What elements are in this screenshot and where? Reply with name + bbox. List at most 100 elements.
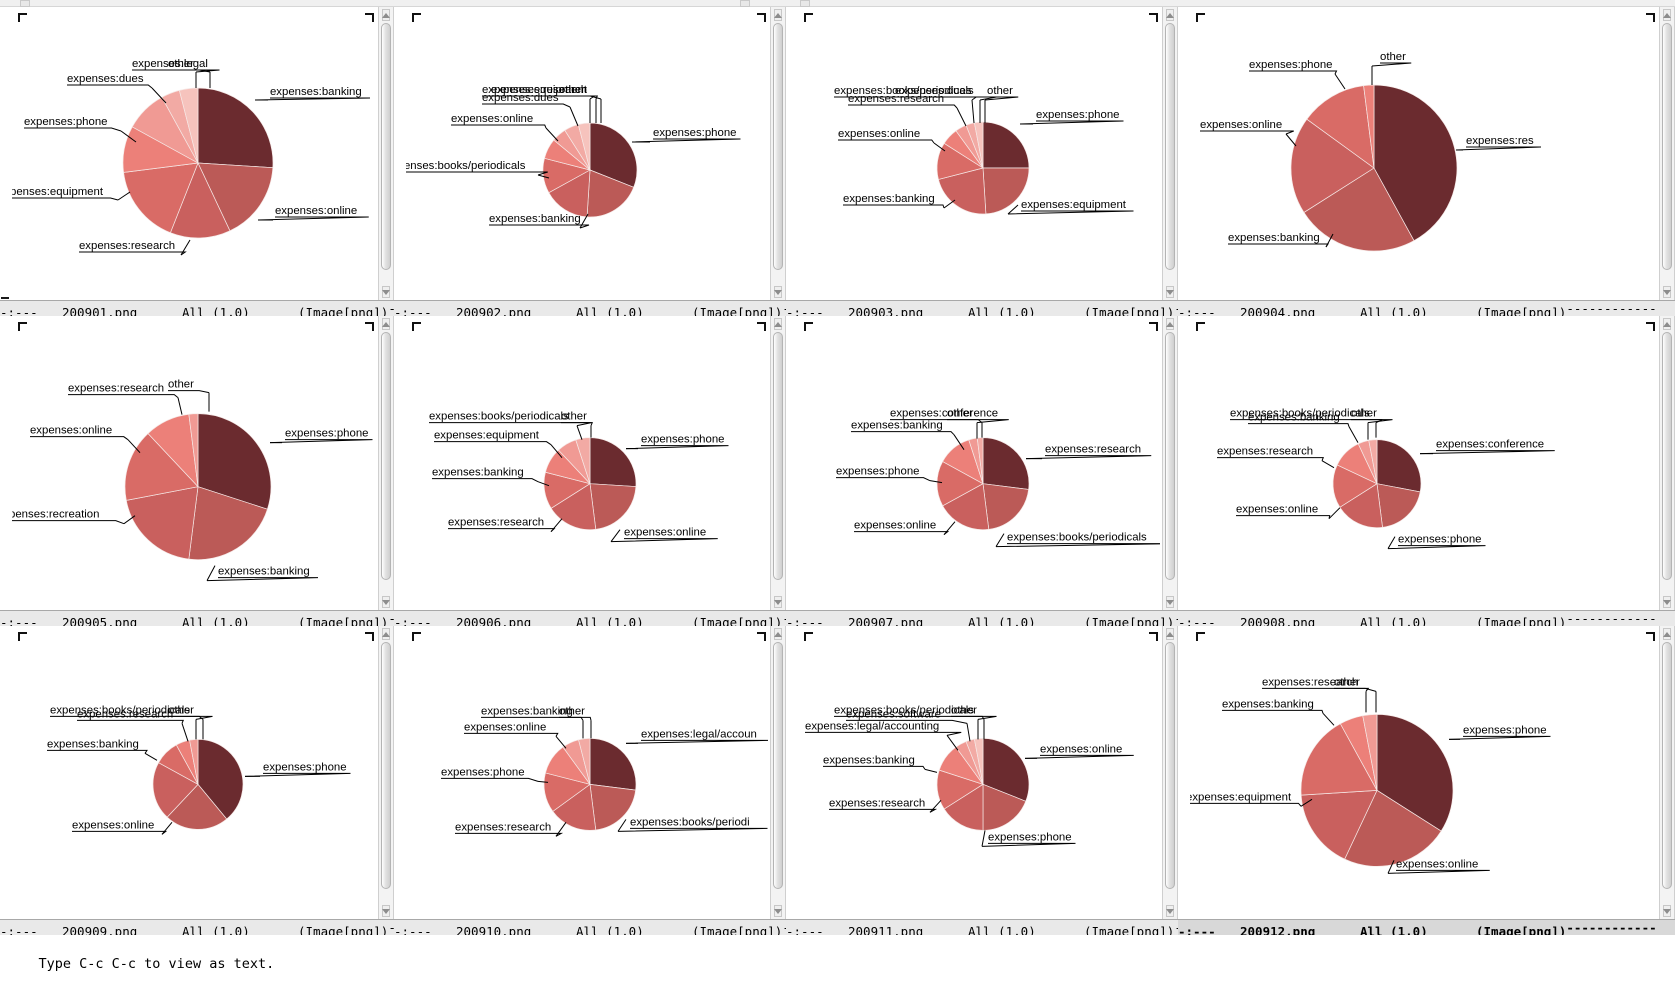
scroll-down-arrow-icon[interactable] (1663, 286, 1671, 299)
modeline-200910[interactable]: -:--- 200910.png All (1,0) (Image[png])----… (394, 919, 786, 935)
emacs-window-200903[interactable]: expenses:phone expenses:equipment expenses… (786, 7, 1178, 317)
label-underline (1228, 243, 1329, 248)
scroll-up-arrow-icon[interactable] (382, 627, 390, 640)
image-buffer[interactable]: expenses:banking expenses:online expenses:… (0, 7, 394, 301)
image-buffer[interactable]: expenses:phone expenses:banking enses:book… (394, 7, 786, 301)
scroll-down-arrow-icon[interactable] (1166, 595, 1174, 608)
vertical-scrollbar[interactable] (770, 7, 786, 301)
modeline-200905[interactable]: -:--- 200905.png All (1,0) (Image[png])----… (0, 609, 394, 626)
modeline-status: -:--- (0, 614, 38, 626)
scrollbar-thumb[interactable] (381, 641, 391, 889)
scrollbar-thumb[interactable] (1662, 641, 1672, 889)
modeline-200906[interactable]: -:--- 200906.png All (1,0) (Image[png])----… (394, 609, 786, 626)
pie-slice-label: expenses:phone (285, 428, 369, 440)
label-underline (631, 138, 741, 143)
pie-slice (197, 738, 244, 820)
vertical-scrollbar[interactable] (378, 7, 394, 301)
emacs-window-200901[interactable]: expenses:banking expenses:online expenses:… (0, 7, 394, 317)
pie-slice-label: expenses:recreation (12, 509, 99, 521)
modeline-200902[interactable]: -:--- 200902.png All (1,0) (Image[png])----… (394, 300, 786, 317)
scroll-up-arrow-icon[interactable] (774, 318, 782, 331)
scroll-up-arrow-icon[interactable] (1166, 318, 1174, 331)
pie-slices (124, 413, 272, 561)
scrollbar-thumb[interactable] (381, 23, 391, 271)
scroll-up-arrow-icon[interactable] (1166, 9, 1174, 21)
label-underline (559, 95, 602, 100)
emacs-window-200912[interactable]: expenses:phone expenses:online expenses:eq… (1178, 625, 1675, 935)
scroll-down-arrow-icon[interactable] (1166, 905, 1174, 917)
vertical-scrollbar[interactable] (1659, 316, 1675, 610)
scrollbar-thumb[interactable] (1662, 23, 1672, 271)
image-buffer[interactable]: expenses:legal/accoun expenses:books/peri… (394, 625, 786, 919)
modeline-200909[interactable]: -:--- 200909.png All (1,0) (Image[png])----… (0, 919, 394, 935)
emacs-window-200907[interactable]: expenses:research expenses:books/periodic… (786, 316, 1178, 626)
scroll-up-arrow-icon[interactable] (382, 9, 390, 21)
vertical-scrollbar[interactable] (1659, 625, 1675, 919)
emacs-window-200911[interactable]: expenses:online expenses:phone expenses:re… (786, 625, 1178, 935)
scroll-down-arrow-icon[interactable] (382, 286, 390, 299)
scroll-down-arrow-icon[interactable] (774, 595, 782, 608)
image-buffer[interactable]: expenses:online expenses:phone expenses:re… (786, 625, 1178, 919)
label-underline (1248, 423, 1350, 428)
image-corner-marker-top-left (804, 13, 813, 22)
emacs-window-200908[interactable]: expenses:conference expenses:phone expense… (1178, 316, 1675, 626)
vertical-scrollbar[interactable] (770, 316, 786, 610)
scroll-down-arrow-icon[interactable] (774, 286, 782, 299)
vertical-scrollbar[interactable] (1162, 7, 1178, 301)
emacs-window-200904[interactable]: expenses:res expenses:banking expenses:onl… (1178, 7, 1675, 317)
scrollbar-thumb[interactable] (773, 23, 783, 271)
vertical-scrollbar[interactable] (378, 625, 394, 919)
scrollbar-thumb[interactable] (1165, 641, 1175, 889)
scrollbar-thumb[interactable] (773, 641, 783, 889)
modeline-200901[interactable]: -:--- 200901.png All (1,0) (Image[png])----… (0, 300, 394, 317)
scroll-down-arrow-icon[interactable] (1166, 286, 1174, 299)
image-buffer[interactable]: expenses:phone expenses:banking expenses:r… (0, 316, 394, 610)
emacs-window-200910[interactable]: expenses:legal/accoun expenses:books/peri… (394, 625, 786, 935)
modeline-200907[interactable]: -:--- 200907.png All (1,0) (Image[png])----… (786, 609, 1178, 626)
scroll-up-arrow-icon[interactable] (1663, 9, 1671, 21)
vertical-scrollbar[interactable] (378, 316, 394, 610)
modeline-200908[interactable]: -:--- 200908.png All (1,0) (Image[png])----… (1178, 609, 1675, 626)
scroll-up-arrow-icon[interactable] (774, 9, 782, 21)
scroll-up-arrow-icon[interactable] (1663, 318, 1671, 331)
scroll-down-arrow-icon[interactable] (382, 905, 390, 917)
vertical-scrollbar[interactable] (1162, 625, 1178, 919)
scroll-up-arrow-icon[interactable] (1166, 627, 1174, 640)
scroll-down-arrow-icon[interactable] (774, 905, 782, 917)
scrollbar-thumb[interactable] (1165, 332, 1175, 580)
scroll-up-arrow-icon[interactable] (774, 627, 782, 640)
emacs-window-200906[interactable]: expenses:phone expenses:online expenses:re… (394, 316, 786, 626)
scrollbar-thumb[interactable] (381, 332, 391, 580)
label-underline (995, 543, 1160, 548)
label-underline (482, 103, 571, 108)
image-buffer[interactable]: expenses:res expenses:banking expenses:onl… (1178, 7, 1675, 301)
image-buffer[interactable]: expenses:phone expenses:online expenses:eq… (1178, 625, 1675, 919)
scrollbar-thumb[interactable] (1165, 23, 1175, 271)
modeline-200911[interactable]: -:--- 200911.png All (1,0) (Image[png])----… (786, 919, 1178, 935)
image-buffer[interactable]: expenses:phone expenses:equipment expenses… (786, 7, 1178, 301)
modeline-200904[interactable]: -:--- 200904.png All (1,0) (Image[png])----… (1178, 300, 1675, 317)
scroll-up-arrow-icon[interactable] (382, 318, 390, 331)
vertical-scrollbar[interactable] (1162, 316, 1178, 610)
pie-slice (166, 783, 228, 830)
emacs-window-200909[interactable]: expenses:phone expenses:online expenses:ba… (0, 625, 394, 935)
scroll-down-arrow-icon[interactable] (1663, 595, 1671, 608)
pie-slice-label: other (951, 704, 977, 716)
image-buffer[interactable]: expenses:phone expenses:online expenses:ba… (0, 625, 394, 919)
vertical-scrollbar[interactable] (770, 625, 786, 919)
scrollbar-thumb[interactable] (1662, 332, 1672, 580)
scroll-up-arrow-icon[interactable] (1663, 627, 1671, 640)
emacs-window-200902[interactable]: expenses:phone expenses:banking enses:book… (394, 7, 786, 317)
scrollbar-thumb[interactable] (773, 332, 783, 580)
modeline-200903[interactable]: -:--- 200903.png All (1,0) (Image[png])----… (786, 300, 1178, 317)
label-underline (1448, 735, 1551, 740)
scroll-down-arrow-icon[interactable] (1663, 905, 1671, 917)
vertical-scrollbar[interactable] (1659, 7, 1675, 301)
image-buffer[interactable]: expenses:research expenses:books/periodic… (786, 316, 1178, 610)
label-leader-line (929, 480, 943, 484)
emacs-window-200905[interactable]: expenses:phone expenses:banking expenses:r… (0, 316, 394, 626)
modeline-200912[interactable]: -:--- 200912.png All (1,0) (Image[png])----… (1178, 919, 1675, 935)
scroll-down-arrow-icon[interactable] (382, 595, 390, 608)
image-buffer[interactable]: expenses:phone expenses:online expenses:re… (394, 316, 786, 610)
image-buffer[interactable]: expenses:conference expenses:phone expense… (1178, 316, 1675, 610)
